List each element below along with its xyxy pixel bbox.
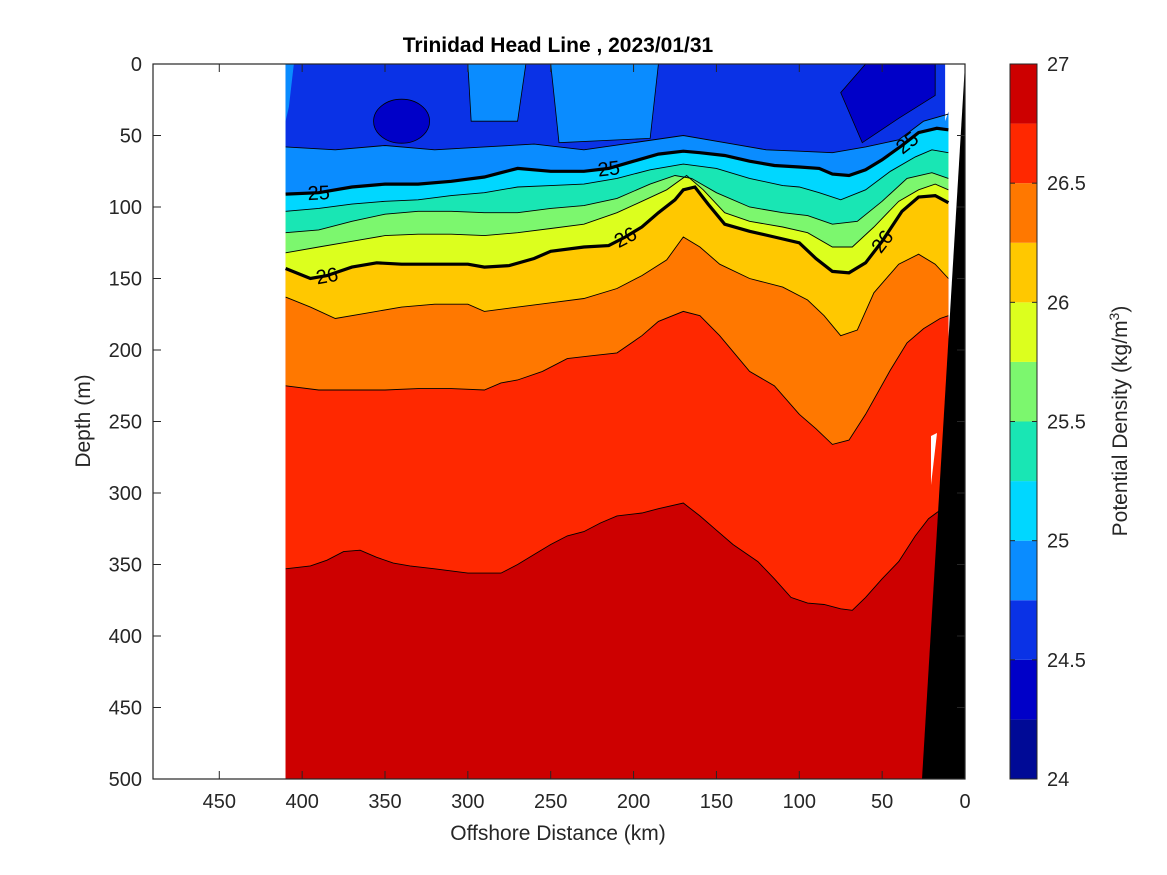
- colorbar-label-close: ): [1109, 306, 1132, 313]
- x-tick-label: 50: [871, 791, 893, 813]
- contour-bold-26: [285, 185, 950, 281]
- y-tick-label: 0: [131, 54, 142, 76]
- colorbar-label-text: Potential Density (kg/m: [1109, 320, 1132, 536]
- contour-label-25: 25: [597, 157, 622, 181]
- column-24.75-b: [550, 64, 659, 144]
- colorbar-swatch: [1010, 242, 1037, 303]
- x-tick-label: 400: [285, 791, 318, 813]
- colorbar-swatch: [1010, 64, 1037, 124]
- contour-26.5: [285, 310, 949, 445]
- colorbar-tick-label: 25.5: [1047, 412, 1086, 434]
- x-tick-label: 350: [368, 791, 401, 813]
- y-tick-label: 500: [109, 769, 142, 791]
- colorbar-label-superscript: 3: [1106, 312, 1122, 320]
- colorbar-ticks: 24 24.5 25 25.5 26 26.5 27: [1010, 54, 1086, 791]
- x-axis-label: Offshore Distance (km): [450, 822, 666, 845]
- colorbar-tick-label: 26.5: [1047, 173, 1086, 195]
- contour-25.25: [285, 149, 949, 212]
- chart-title: Trinidad Head Line , 2023/01/31: [403, 34, 714, 57]
- colorbar-tick-label: 26: [1047, 292, 1069, 314]
- colorbar-swatch: [1010, 421, 1037, 482]
- contour-25.5: [285, 172, 949, 234]
- colorbar-swatch: [1010, 183, 1037, 243]
- x-tick-label: 100: [783, 791, 816, 813]
- y-tick-label: 100: [109, 197, 142, 219]
- contour-26.75: [285, 502, 949, 611]
- contour-bold-25: [285, 126, 949, 196]
- colorbar-swatch: [1010, 719, 1037, 779]
- y-tick-label: 350: [109, 555, 142, 577]
- contour-label-26: 26: [314, 264, 340, 289]
- colorbar-swatch: [1010, 481, 1037, 541]
- contour-26.25: [285, 236, 949, 337]
- pocket-24.5-low-density: [373, 98, 430, 144]
- x-tick-label: 0: [959, 791, 970, 813]
- y-tick-label: 200: [109, 340, 142, 362]
- column-24.75-a: [467, 64, 527, 122]
- y-tick-label: 150: [109, 269, 142, 291]
- nearshore-gap: [945, 64, 965, 122]
- colorbar-swatch: [1010, 540, 1037, 601]
- colorbar-tick-label: 27: [1047, 54, 1069, 76]
- contour-label-25: 25: [307, 182, 330, 205]
- y-tick-label: 450: [109, 698, 142, 720]
- column-24.75-edge: [285, 64, 294, 122]
- colorbar-swatch: [1010, 123, 1037, 184]
- y-tick-label: 250: [109, 412, 142, 434]
- pocket-24.5-nearshore: [840, 64, 936, 144]
- x-tick-label: 450: [203, 791, 236, 813]
- x-tick-label: 300: [451, 791, 484, 813]
- density-filled-contours: [285, 64, 965, 779]
- colorbar-label: Potential Density (kg/m3): [1106, 306, 1132, 537]
- colorbar-swatch: [1010, 361, 1037, 422]
- seafloor-topography: [922, 64, 965, 779]
- x-axis: 450 400 350 300 250 200 150 100 50 0: [203, 64, 971, 813]
- colorbar-tick-label: 24.5: [1047, 650, 1086, 672]
- colorbar-swatch: [1010, 600, 1037, 660]
- colorbar-swatch: [1010, 659, 1037, 720]
- colorbar: [1010, 64, 1037, 779]
- contour-24.75: [285, 113, 949, 154]
- y-axis-label: Depth (m): [72, 374, 95, 467]
- colorbar-tick-label: 24: [1047, 769, 1069, 791]
- y-tick-label: 300: [109, 483, 142, 505]
- thin-contour-lines: [285, 113, 949, 611]
- y-axis: 0 50 100 150 200 250 300 350 400 450 500: [109, 54, 965, 791]
- seafloor-notch: [931, 433, 937, 485]
- x-tick-label: 250: [534, 791, 567, 813]
- y-tick-label: 400: [109, 626, 142, 648]
- colorbar-swatch: [1010, 302, 1037, 362]
- y-tick-label: 50: [120, 126, 142, 148]
- x-tick-label: 150: [700, 791, 733, 813]
- x-tick-label: 200: [617, 791, 650, 813]
- colorbar-tick-label: 25: [1047, 531, 1069, 553]
- contour-25.75: [285, 174, 949, 254]
